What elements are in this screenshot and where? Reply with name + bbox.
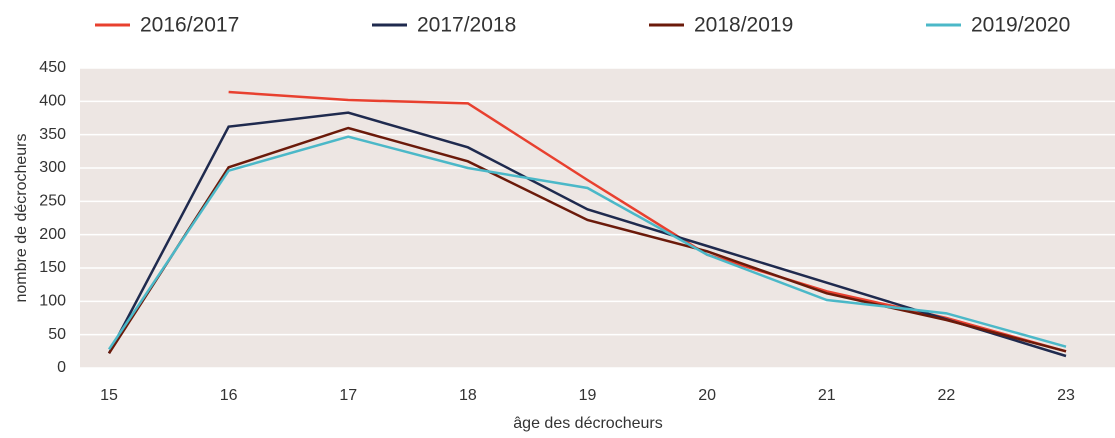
x-tick-label: 17 <box>339 387 357 404</box>
x-tick-label: 15 <box>100 387 118 404</box>
y-tick-label: 50 <box>48 326 66 343</box>
y-tick-label: 0 <box>57 359 66 376</box>
y-tick-label: 250 <box>39 193 66 210</box>
series-line <box>107 126 1067 355</box>
legend-label: 2017/2018 <box>417 14 516 37</box>
x-tick-label: 21 <box>818 387 836 404</box>
series-line <box>107 111 1067 358</box>
x-tick-label: 18 <box>459 387 477 404</box>
legend-label: 2019/2020 <box>971 14 1070 37</box>
x-tick-label: 16 <box>220 387 238 404</box>
y-tick-label: 400 <box>39 93 66 110</box>
legend-label: 2018/2019 <box>694 14 793 37</box>
y-tick-label: 100 <box>39 293 66 310</box>
x-tick-label: 23 <box>1057 387 1075 404</box>
x-tick-label: 22 <box>937 387 955 404</box>
x-axis-label: âge des décrocheurs <box>513 415 662 432</box>
series-line <box>107 135 1067 351</box>
x-tick-label: 20 <box>698 387 716 404</box>
y-tick-label: 450 <box>39 59 66 76</box>
y-tick-label: 300 <box>39 159 66 176</box>
y-axis-label: nombre de décrocheurs <box>13 134 30 303</box>
y-tick-label: 350 <box>39 126 66 143</box>
x-tick-label: 19 <box>579 387 597 404</box>
legend-label: 2016/2017 <box>140 14 239 37</box>
y-tick-label: 150 <box>39 259 66 276</box>
y-tick-label: 200 <box>39 226 66 243</box>
